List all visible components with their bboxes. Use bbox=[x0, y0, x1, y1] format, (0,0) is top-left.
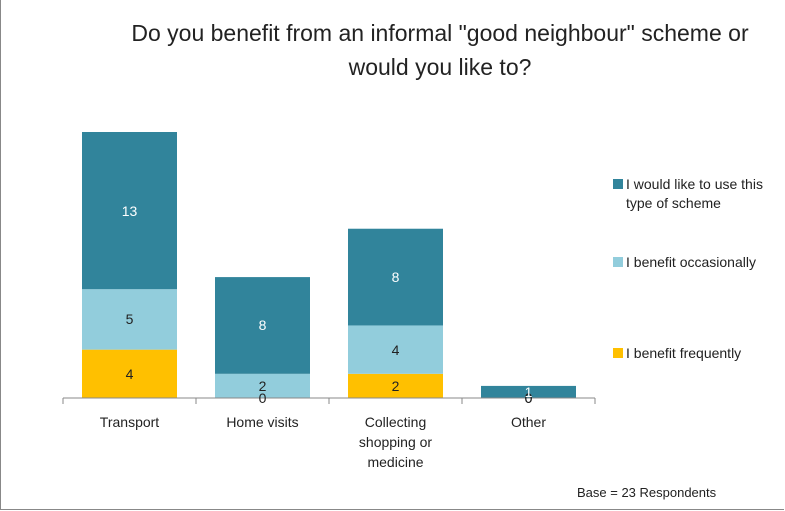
bar-segment bbox=[348, 373, 443, 398]
bar-segment bbox=[82, 132, 177, 290]
data-label: 2 bbox=[391, 377, 400, 394]
data-label: 13 bbox=[121, 202, 138, 219]
data-label: 8 bbox=[391, 269, 400, 286]
x-tick-label: Collecting shopping or medicine bbox=[358, 414, 433, 470]
data-label: 5 bbox=[125, 311, 134, 328]
annotation: Base = 23 Respondents bbox=[577, 485, 717, 500]
legend-swatch bbox=[613, 348, 623, 358]
legend-label: I would like to use this type of scheme bbox=[626, 176, 763, 211]
data-label: 8 bbox=[258, 317, 267, 334]
x-tick-label: Home visits bbox=[226, 414, 299, 430]
data-label: 2 bbox=[258, 377, 267, 394]
x-tick-label: Other bbox=[510, 414, 546, 430]
legend-label: I benefit frequently bbox=[626, 345, 742, 361]
data-label: 0 bbox=[258, 390, 267, 406]
data-label: 4 bbox=[125, 365, 134, 382]
bar-segment bbox=[215, 277, 310, 374]
data-label: 1 bbox=[524, 383, 533, 400]
data-label: 4 bbox=[391, 341, 400, 358]
legend-swatch bbox=[613, 179, 623, 189]
legend-swatch bbox=[613, 257, 623, 267]
data-label: 0 bbox=[524, 390, 533, 406]
bar-segment bbox=[348, 228, 443, 326]
bar-segment bbox=[348, 325, 443, 374]
bar-segment bbox=[82, 289, 177, 350]
bar-segment bbox=[82, 349, 177, 398]
data-label: 0 bbox=[524, 390, 533, 406]
bar-segment bbox=[215, 373, 310, 398]
bar-segment bbox=[481, 385, 576, 398]
x-tick-label: Transport bbox=[99, 414, 160, 430]
legend-label: I benefit occasionally bbox=[626, 254, 756, 270]
chart-title: Do you benefit from an informal "good ne… bbox=[131, 20, 749, 80]
